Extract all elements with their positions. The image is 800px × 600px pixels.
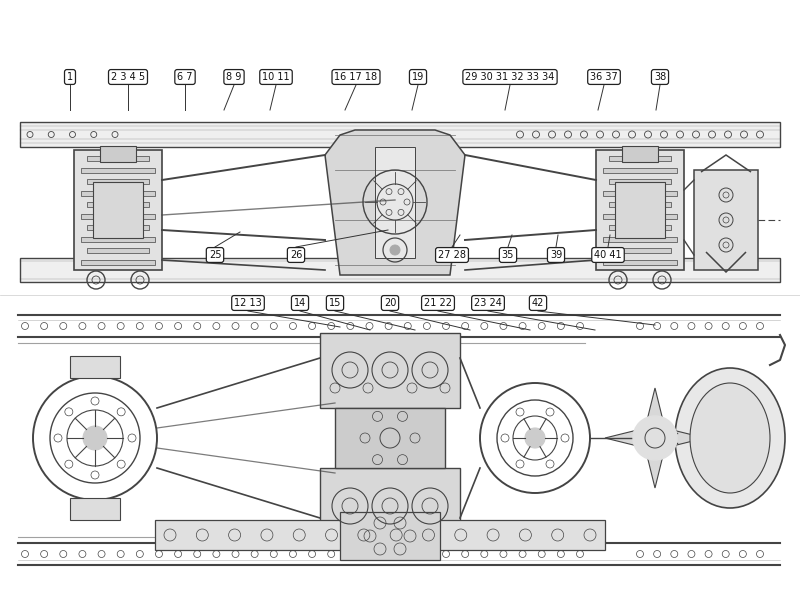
Bar (81, 237, 155, 242)
Bar (375, 147, 415, 258)
Text: 16 17 18: 16 17 18 (334, 72, 378, 82)
Bar (335, 408, 445, 468)
Bar (70, 356, 120, 378)
Bar (100, 146, 136, 162)
Bar (87, 226, 149, 230)
Bar (320, 333, 460, 408)
Bar (70, 498, 120, 520)
Bar (610, 248, 671, 253)
Bar (615, 182, 665, 238)
Bar (602, 191, 678, 196)
Bar (622, 146, 658, 162)
Text: 1: 1 (67, 72, 73, 82)
Text: 12 13: 12 13 (234, 298, 262, 308)
Text: 26: 26 (290, 250, 302, 260)
Bar (20, 122, 780, 147)
Bar (20, 258, 780, 282)
Text: 14: 14 (294, 298, 306, 308)
Text: 40 41: 40 41 (594, 250, 622, 260)
Text: 42: 42 (532, 298, 544, 308)
Text: 6 7: 6 7 (178, 72, 193, 82)
Bar (602, 260, 678, 265)
Text: 8 9: 8 9 (226, 72, 242, 82)
Bar (87, 179, 149, 184)
Bar (74, 150, 162, 270)
Bar (340, 512, 440, 560)
Bar (81, 191, 155, 196)
Bar (610, 179, 671, 184)
Polygon shape (674, 430, 705, 446)
Bar (596, 150, 684, 270)
Bar (81, 214, 155, 219)
Bar (155, 520, 605, 550)
Polygon shape (605, 430, 637, 446)
Circle shape (525, 428, 545, 448)
Bar (87, 202, 149, 207)
Text: 38: 38 (654, 72, 666, 82)
Text: 25: 25 (209, 250, 222, 260)
Bar (93, 182, 143, 238)
Bar (610, 226, 671, 230)
Text: 35: 35 (502, 250, 514, 260)
Polygon shape (325, 130, 465, 275)
Bar (87, 156, 149, 161)
Bar (87, 248, 149, 253)
Text: 19: 19 (412, 72, 424, 82)
Text: 15: 15 (329, 298, 341, 308)
Bar (602, 237, 678, 242)
Bar (694, 170, 758, 270)
Text: 27 28: 27 28 (438, 250, 466, 260)
Ellipse shape (690, 383, 770, 493)
Bar (81, 167, 155, 173)
Text: 21 22: 21 22 (424, 298, 452, 308)
Text: 39: 39 (550, 250, 562, 260)
Bar (602, 214, 678, 219)
Text: 10 11: 10 11 (262, 72, 290, 82)
Circle shape (390, 245, 400, 255)
Polygon shape (647, 457, 662, 488)
Ellipse shape (675, 368, 785, 508)
Text: 2 3 4 5: 2 3 4 5 (111, 72, 145, 82)
Bar (610, 202, 671, 207)
Bar (602, 167, 678, 173)
Text: 36 37: 36 37 (590, 72, 618, 82)
Bar (81, 260, 155, 265)
Text: 20: 20 (384, 298, 396, 308)
Polygon shape (647, 388, 662, 419)
Circle shape (633, 416, 677, 460)
Bar (610, 156, 671, 161)
Bar (320, 468, 460, 543)
Circle shape (83, 426, 107, 450)
Text: 23 24: 23 24 (474, 298, 502, 308)
Text: 29 30 31 32 33 34: 29 30 31 32 33 34 (466, 72, 554, 82)
